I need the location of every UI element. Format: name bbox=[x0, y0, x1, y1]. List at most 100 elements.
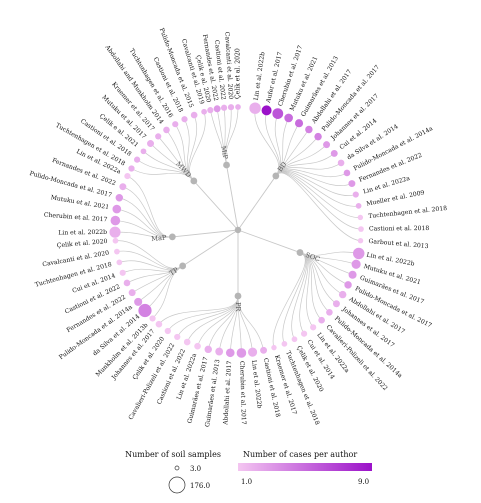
leaf-node bbox=[314, 132, 322, 141]
leaf-node bbox=[344, 281, 352, 289]
color-legend-title: Number of cases per author bbox=[243, 450, 357, 459]
leaf-link bbox=[272, 252, 306, 348]
leaf-node bbox=[119, 269, 126, 276]
leaf-label: Cherubin et al. 2017 bbox=[238, 361, 247, 425]
leaf-node bbox=[215, 347, 224, 356]
leaf-node bbox=[352, 191, 359, 198]
leaf-node bbox=[174, 333, 181, 341]
leaf-node bbox=[225, 348, 235, 358]
leaf-node bbox=[323, 141, 331, 149]
legend: Number of soil samples 3.0 176.0 Number … bbox=[125, 450, 372, 494]
leaf-node bbox=[351, 259, 361, 269]
leaf-node bbox=[204, 345, 212, 354]
leaf-node bbox=[138, 303, 152, 318]
leaf-node bbox=[284, 113, 293, 123]
leaf-link bbox=[275, 172, 361, 242]
leaf-label: Lin et al. 2022b bbox=[253, 51, 267, 100]
leaf-label: Fernandes et al. 2022 bbox=[358, 152, 423, 184]
leaf-node bbox=[119, 183, 127, 191]
branch-node bbox=[168, 233, 176, 241]
size-legend-title: Number of soil samples bbox=[125, 450, 221, 459]
branch-node bbox=[179, 262, 187, 270]
dendrogram-nodes bbox=[109, 102, 365, 358]
leaf-label: Garbout et al. 2013 bbox=[368, 238, 429, 250]
leaf-node bbox=[181, 116, 188, 123]
branch-label: TP bbox=[168, 266, 180, 278]
leaf-node bbox=[207, 107, 214, 114]
leaf-node bbox=[291, 336, 298, 343]
branch-link bbox=[237, 175, 277, 231]
leaf-node bbox=[330, 149, 338, 157]
leaf-node bbox=[300, 330, 308, 337]
leaf-node bbox=[247, 347, 258, 357]
branch-label: PR bbox=[234, 302, 242, 312]
color-legend-max-label: 9.0 bbox=[358, 478, 369, 486]
branch-label: MWD bbox=[174, 160, 193, 179]
leaf-link bbox=[176, 295, 239, 338]
branch-node bbox=[272, 172, 280, 180]
leaf-node bbox=[140, 148, 147, 155]
leaf-node bbox=[110, 215, 121, 226]
size-legend-max-label: 176.0 bbox=[190, 482, 210, 490]
branch-node bbox=[296, 249, 304, 256]
leaf-label: Cavalcanti et al. 2020 bbox=[223, 32, 234, 100]
leaf-node bbox=[112, 237, 119, 244]
dendrogram-links bbox=[115, 106, 361, 353]
leaf-link bbox=[116, 250, 183, 270]
leaf-node bbox=[213, 105, 221, 113]
size-legend-small-circle bbox=[174, 465, 180, 471]
leaf-node bbox=[358, 226, 364, 232]
leaf-link bbox=[207, 295, 239, 350]
leaf-label: Çelik et al. 2020 bbox=[235, 48, 242, 99]
leaf-link bbox=[225, 106, 239, 166]
leaf-node bbox=[235, 104, 241, 110]
leaf-node bbox=[305, 125, 313, 134]
branch-node bbox=[223, 161, 230, 169]
branch-label: MaP bbox=[151, 233, 167, 243]
leaf-node bbox=[155, 320, 163, 328]
leaf-label: Tuchtenhagen et al. 2018 bbox=[368, 205, 448, 220]
leaf-node bbox=[134, 297, 143, 306]
branch-link bbox=[172, 229, 239, 238]
leaf-node bbox=[326, 308, 333, 316]
leaf-node bbox=[271, 344, 277, 351]
leaf-node bbox=[147, 140, 155, 148]
leaf-link bbox=[115, 240, 183, 269]
leaf-link bbox=[127, 175, 173, 238]
leaf-link bbox=[275, 172, 361, 218]
leaf-node bbox=[220, 104, 228, 111]
leaf-node bbox=[355, 203, 362, 209]
leaf-node bbox=[260, 346, 268, 354]
leaf-node bbox=[343, 169, 351, 177]
leaf-node bbox=[109, 226, 121, 238]
leaf-node bbox=[155, 133, 162, 140]
leaf-node bbox=[294, 119, 304, 128]
leaf-node bbox=[337, 159, 345, 167]
root-node bbox=[234, 226, 242, 234]
leaf-link bbox=[275, 172, 361, 230]
branch-link bbox=[237, 229, 301, 253]
branch-node bbox=[234, 292, 242, 300]
leaf-node bbox=[114, 248, 120, 255]
color-legend-min-label: 1.0 bbox=[241, 478, 252, 486]
leaf-node bbox=[353, 247, 365, 260]
leaf-node bbox=[318, 316, 325, 324]
leaf-node bbox=[128, 165, 135, 172]
leaf-node bbox=[357, 214, 364, 221]
leaf-link bbox=[186, 295, 239, 343]
leaf-node bbox=[163, 126, 170, 134]
leaf-label: Lin et al. 2022b bbox=[250, 360, 263, 409]
leaf-label: Castioni et al. 2018 bbox=[369, 225, 429, 232]
leaf-node bbox=[227, 104, 235, 111]
leaf-label: Lin et al. 2022b bbox=[58, 229, 107, 237]
branch-link bbox=[226, 164, 239, 231]
leaf-node bbox=[194, 342, 201, 350]
leaf-node bbox=[164, 327, 171, 335]
leaf-node bbox=[172, 121, 179, 128]
leaf-link bbox=[275, 171, 359, 207]
leaf-node bbox=[190, 111, 198, 119]
leaf-node bbox=[249, 102, 261, 114]
leaf-node bbox=[124, 172, 131, 180]
